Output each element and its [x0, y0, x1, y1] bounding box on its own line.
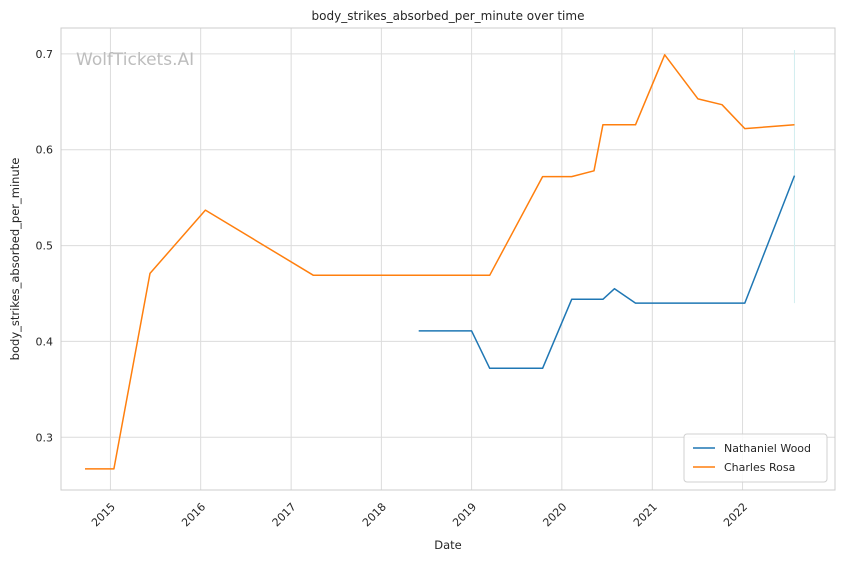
x-tick-label: 2019	[450, 500, 479, 529]
series-line-nathaniel-wood	[418, 175, 796, 370]
x-tick-label: 2020	[540, 500, 569, 529]
series-line-charles-rosa	[85, 54, 795, 470]
x-tick-label: 2016	[179, 500, 208, 529]
legend-label: Nathaniel Wood	[724, 442, 811, 455]
legend: Nathaniel Wood Charles Rosa	[683, 433, 828, 483]
x-tick-label: 2021	[631, 500, 660, 529]
x-tick-label: 2015	[89, 500, 118, 529]
y-tick-label: 0.4	[36, 335, 54, 348]
y-tick-label: 0.5	[36, 240, 54, 253]
x-axis-ticks: 2015 2016 2017 2018 2019 2020 2021 2022	[89, 500, 750, 529]
y-axis-ticks: 0.3 0.4 0.5 0.6 0.7	[36, 48, 54, 444]
x-axis-title: Date	[434, 538, 462, 552]
watermark: WolfTickets.AI	[76, 50, 194, 70]
x-tick-label: 2018	[360, 500, 389, 529]
grid	[61, 28, 835, 490]
legend-label: Charles Rosa	[724, 461, 795, 474]
x-tick-label: 2022	[721, 500, 750, 529]
chart-title: body_strikes_absorbed_per_minute over ti…	[312, 9, 585, 23]
y-axis-title: body_strikes_absorbed_per_minute	[8, 158, 22, 361]
y-tick-label: 0.3	[36, 431, 54, 444]
y-tick-label: 0.6	[36, 144, 54, 157]
plot-frame	[60, 27, 836, 491]
legend-box	[683, 433, 828, 483]
x-tick-label: 2017	[270, 500, 299, 529]
y-tick-label: 0.7	[36, 48, 54, 61]
series-lines	[85, 54, 796, 470]
